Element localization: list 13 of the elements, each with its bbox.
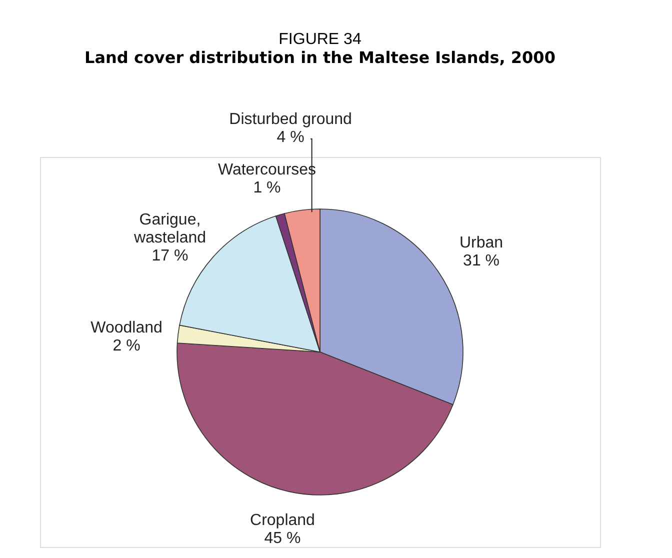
data-label: 31 % bbox=[463, 252, 500, 270]
chart-subtitle: Land cover distribution in the Maltese Islands, 2000 bbox=[84, 48, 556, 67]
data-label: 17 % bbox=[152, 248, 188, 265]
chart-title: FIGURE 34 bbox=[278, 30, 362, 48]
slice-label: Woodland bbox=[90, 320, 162, 337]
slice-label: Cropland bbox=[250, 512, 315, 529]
data-label: 2 % bbox=[112, 338, 140, 355]
data-label: 1 % bbox=[253, 180, 281, 197]
slice-label: Urban bbox=[459, 234, 504, 252]
slice-label: Garigue, wasteland bbox=[132, 212, 206, 247]
data-label: 4 % bbox=[276, 128, 304, 146]
slice-label: Disturbed ground bbox=[229, 110, 352, 128]
data-label: 45 % bbox=[264, 530, 301, 547]
